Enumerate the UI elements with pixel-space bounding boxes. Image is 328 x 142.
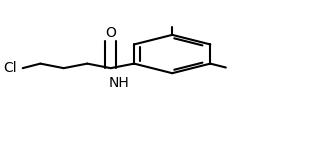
Text: Cl: Cl — [3, 61, 17, 75]
Text: O: O — [105, 26, 116, 40]
Text: NH: NH — [109, 76, 130, 90]
